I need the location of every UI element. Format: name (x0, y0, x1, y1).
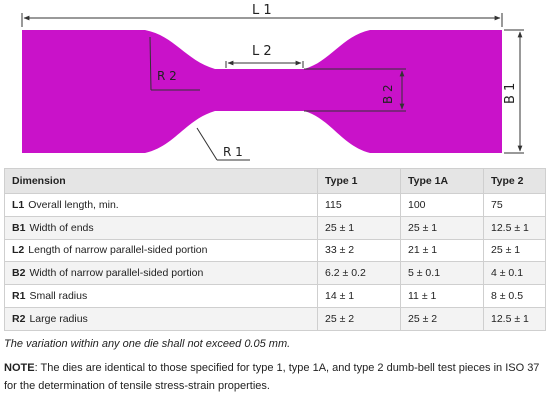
note-text: : The dies are identical to those specif… (4, 362, 540, 392)
variation-note: The variation within any one die shall n… (4, 338, 291, 350)
l2-dimension: L 2 (225, 44, 304, 68)
dimension-cell: R1 Small radius (4, 284, 318, 308)
dimension-code: R1 (12, 290, 26, 303)
table-row: B2 Width of narrow parallel-sided portion… (4, 261, 546, 286)
dimension-cell: L2 Length of narrow parallel-sided portio… (4, 238, 318, 263)
note-label: NOTE (4, 362, 35, 374)
dimensions-table: Dimension Type 1 Type 1A Type 2 L1 Overal… (4, 168, 546, 331)
dumbbell-specimen-shape (22, 30, 502, 153)
dimension-code: R2 (12, 312, 26, 325)
dimension-cell: B2 Width of narrow parallel-sided portion (4, 261, 318, 286)
b2-label: B 2 (381, 84, 395, 104)
dimension-cell: L1 Overall length, min. (4, 193, 318, 217)
type-2-cell: 75 (483, 193, 546, 217)
table-row: R2 Large radius 25 ± 2 25 ± 2 12.5 ± 1 (4, 306, 546, 331)
dimension-description: Small radius (29, 290, 88, 303)
type-1-cell: 14 ± 1 (317, 284, 401, 308)
type-1a-cell: 21 ± 1 (400, 238, 484, 263)
type-2-cell: 12.5 ± 1 (483, 215, 546, 240)
dimension-description: Width of ends (29, 221, 94, 234)
type-2-cell: 12.5 ± 1 (483, 306, 546, 331)
dimension-code: B1 (12, 221, 26, 234)
iso-note: NOTE: The dies are identical to those sp… (4, 359, 546, 395)
type-1-cell: 115 (317, 193, 401, 217)
type-2-cell: 25 ± 1 (483, 238, 546, 263)
b1-dimension: B 1 (503, 29, 524, 154)
type-1-cell: 25 ± 1 (317, 215, 401, 240)
table-row: L2 Length of narrow parallel-sided portio… (4, 238, 546, 263)
type-2-cell: 8 ± 0.5 (483, 284, 546, 308)
table-header-row: Dimension Type 1 Type 1A Type 2 (4, 168, 546, 194)
dimension-code: L2 (12, 244, 25, 257)
type-2-cell: 4 ± 0.1 (483, 261, 546, 286)
l1-dimension: L 1 (21, 3, 503, 27)
dimension-cell: B1 Width of ends (4, 215, 318, 240)
l2-label: L 2 (252, 44, 272, 59)
r2-leader: R 2 (149, 36, 200, 91)
type-1-cell: 33 ± 2 (317, 238, 401, 263)
dimension-description: Large radius (29, 312, 88, 325)
column-header-dimension: Dimension (4, 168, 318, 194)
type-1a-cell: 25 ± 1 (400, 215, 484, 240)
type-1a-cell: 25 ± 2 (400, 306, 484, 331)
dimension-code: B2 (12, 267, 26, 280)
b2-dimension: B 2 (304, 68, 406, 112)
dimension-description: Width of narrow parallel-sided portion (29, 267, 204, 280)
dimension-description: Length of narrow parallel-sided portion (28, 244, 208, 257)
b1-label: B 1 (503, 83, 518, 104)
dimension-code: L1 (12, 198, 25, 211)
column-header-type-1: Type 1 (317, 168, 401, 194)
dimension-cell: R2 Large radius (4, 306, 318, 331)
dumbbell-diagram: L 1 L 2 B 2 B 1 R 2 R 1 (21, 3, 524, 161)
type-1a-cell: 100 (400, 193, 484, 217)
type-1a-cell: 5 ± 0.1 (400, 261, 484, 286)
column-header-type-2: Type 2 (483, 168, 546, 194)
column-header-type-1a: Type 1A (400, 168, 484, 194)
r2-label: R 2 (157, 69, 177, 83)
dimension-description: Overall length, min. (28, 198, 119, 211)
table-row: L1 Overall length, min. 115 100 75 (4, 193, 546, 217)
table-row: B1 Width of ends 25 ± 1 25 ± 1 12.5 ± 1 (4, 215, 546, 240)
type-1-cell: 25 ± 2 (317, 306, 401, 331)
type-1-cell: 6.2 ± 0.2 (317, 261, 401, 286)
table-row: R1 Small radius 14 ± 1 11 ± 1 8 ± 0.5 (4, 284, 546, 308)
type-1a-cell: 11 ± 1 (400, 284, 484, 308)
r1-label: R 1 (223, 145, 243, 159)
l1-label: L 1 (252, 3, 272, 18)
r1-leader: R 1 (196, 127, 250, 161)
